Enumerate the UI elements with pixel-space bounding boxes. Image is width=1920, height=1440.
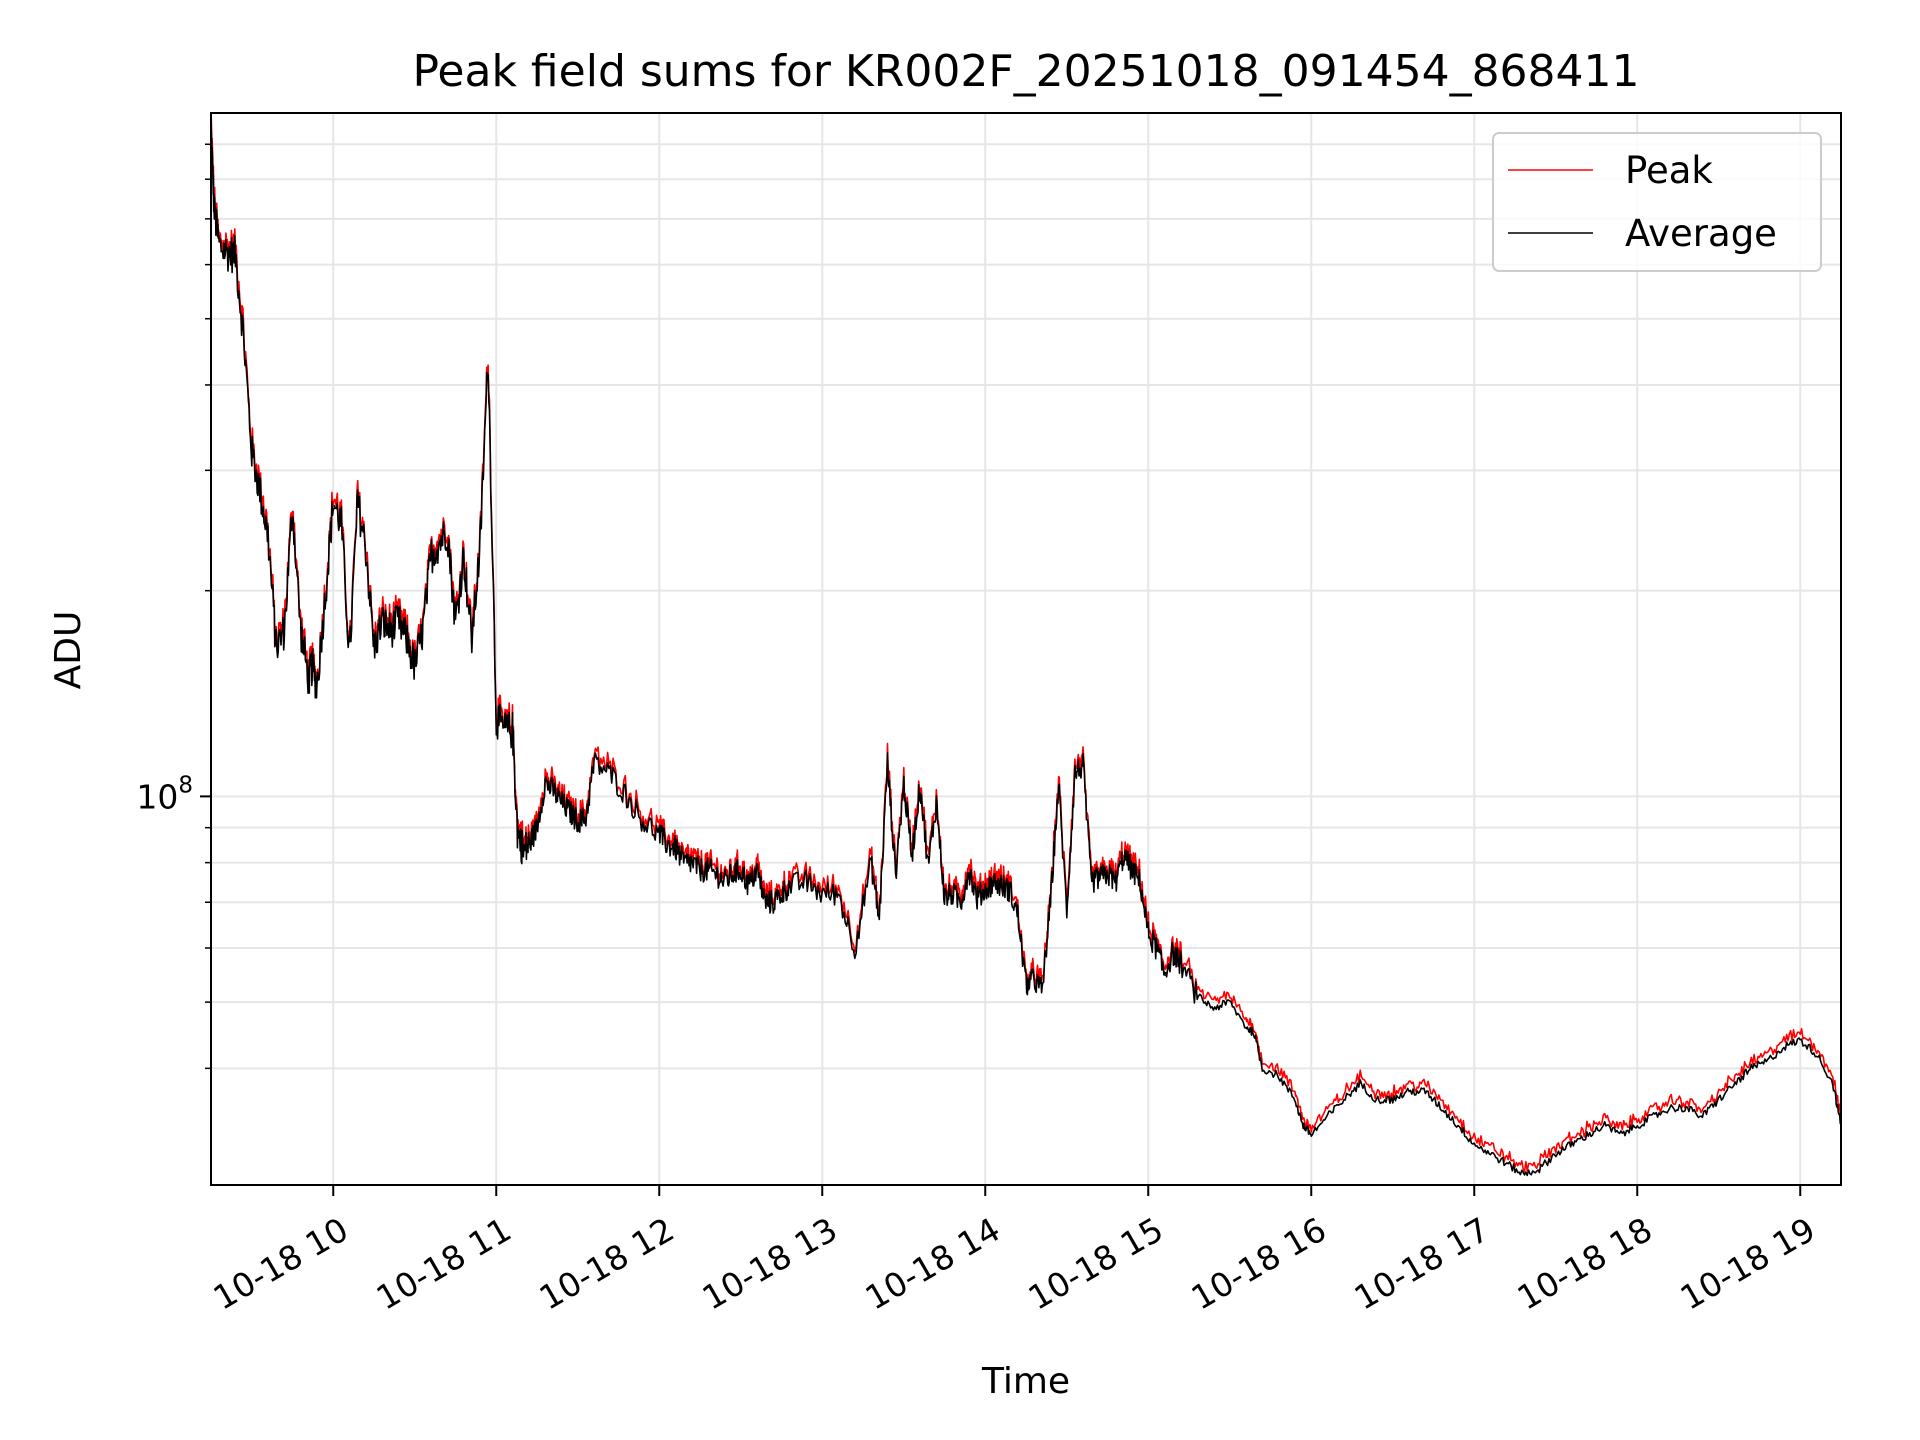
chart-title: Peak field sums for KR002F_20251018_0914… (412, 46, 1639, 97)
legend-label-average: Average (1625, 212, 1777, 255)
y-axis-label: ADU (48, 611, 89, 690)
legend-label-peak: Peak (1625, 149, 1713, 192)
legend-box (1492, 132, 1822, 272)
y-tick-label-base: 10 (136, 777, 178, 816)
legend: Peak Average (1492, 132, 1822, 272)
y-tick-label-exponent: 8 (178, 772, 193, 798)
y-tick-labels: 108 (136, 772, 193, 816)
series-line-average (211, 122, 1841, 1177)
x-axis-label: Time (981, 1361, 1070, 1402)
y-tick-label: 108 (136, 772, 193, 816)
series-layer (211, 116, 1841, 1177)
ticks (200, 143, 1802, 1196)
plot-frame (210, 112, 1842, 1186)
grid (211, 113, 1841, 1185)
